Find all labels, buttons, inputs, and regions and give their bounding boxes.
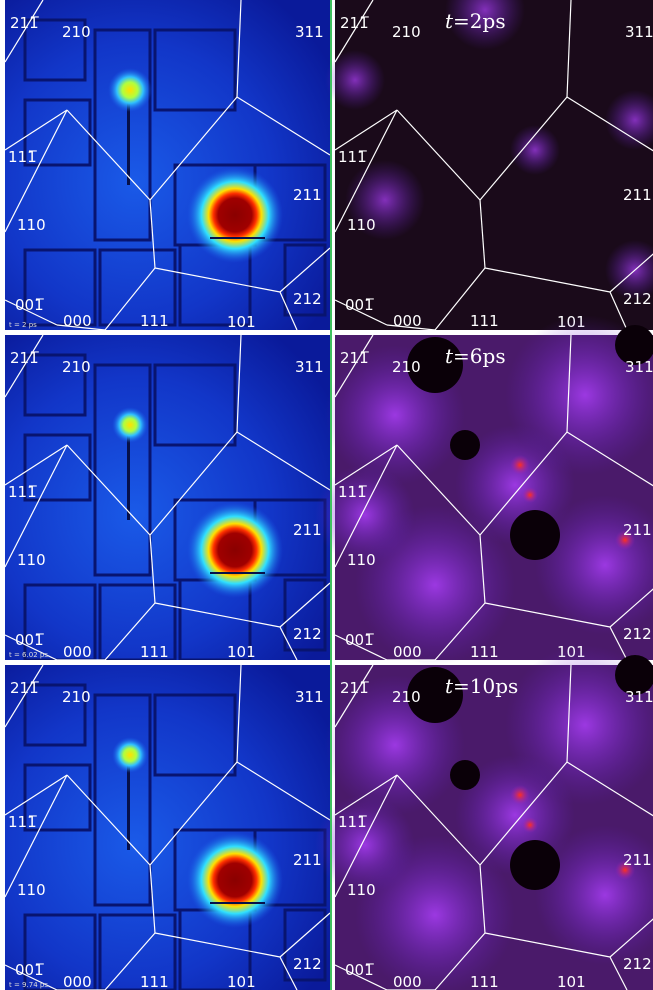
dark-region bbox=[450, 430, 480, 460]
bragg-spot bbox=[112, 407, 148, 443]
time-value: =2ps bbox=[453, 9, 506, 33]
zone-label: 212 bbox=[623, 955, 652, 973]
time-label: t=6ps bbox=[445, 344, 506, 368]
separator bbox=[330, 0, 332, 990]
zone-label: 001̅ bbox=[15, 631, 45, 649]
zone-label: 111̅ bbox=[8, 483, 38, 501]
zone-label: 110 bbox=[347, 551, 376, 569]
diffraction-panel: 211̅ 210 311 111̅ 211 110 001̅ 000 111 101 212 t = … bbox=[5, 0, 330, 331]
zone-label: 000 bbox=[393, 312, 422, 330]
dark-region bbox=[510, 510, 560, 560]
zone-label: 212 bbox=[293, 955, 322, 973]
page: {"time_symbol": "t", "zone_labels": ["21… bbox=[0, 0, 653, 990]
bragg-spot bbox=[112, 737, 148, 773]
intensity-blob bbox=[325, 50, 385, 110]
zone-label: 110 bbox=[17, 881, 46, 899]
time-value: =6ps bbox=[453, 344, 506, 368]
hot-spot bbox=[510, 455, 530, 475]
time-value: =10ps bbox=[453, 674, 518, 698]
zone-label: 210 bbox=[392, 23, 421, 41]
zone-label: 101 bbox=[227, 643, 256, 661]
zone-label: 210 bbox=[62, 23, 91, 41]
zone-label: 001̅ bbox=[345, 631, 375, 649]
bragg-spot bbox=[108, 68, 152, 112]
hot-spot bbox=[510, 785, 530, 805]
time-label: t=10ps bbox=[445, 674, 518, 698]
zone-label: 211 bbox=[293, 186, 322, 204]
zone-label: 211̅ bbox=[340, 679, 370, 697]
zone-label: 101 bbox=[227, 313, 256, 331]
zone-label: 111̅ bbox=[8, 148, 38, 166]
zone-label: 211 bbox=[623, 851, 652, 869]
time-label-small: t = 2 ps bbox=[9, 321, 37, 329]
zone-label: 111̅ bbox=[338, 813, 368, 831]
zone-label: 111 bbox=[470, 312, 499, 330]
zone-label: 211̅ bbox=[10, 349, 40, 367]
hot-spot bbox=[522, 487, 538, 503]
zone-label: 210 bbox=[62, 688, 91, 706]
zone-label: 311 bbox=[625, 688, 653, 706]
zone-label: 311 bbox=[295, 23, 324, 41]
zone-label: 111̅ bbox=[338, 148, 368, 166]
difference-panel: 211̅ 210 311 111̅ 211 110 001̅ 000 111 101 212 t=10… bbox=[315, 645, 653, 990]
hot-spot bbox=[522, 817, 538, 833]
zone-label: 111 bbox=[140, 643, 169, 661]
diffraction-panel: 211̅210311111̅211110001̅000111101212t = … bbox=[5, 335, 330, 661]
time-label: t=2ps bbox=[445, 9, 506, 33]
zone-label: 311 bbox=[295, 358, 324, 376]
zone-label: 000 bbox=[393, 643, 422, 661]
zone-label: 212 bbox=[293, 290, 322, 308]
intensity-blob bbox=[510, 125, 560, 175]
zone-label: 001̅ bbox=[15, 961, 45, 979]
zone-label: 000 bbox=[63, 973, 92, 990]
zone-label: 211̅ bbox=[340, 349, 370, 367]
bragg-spot bbox=[187, 502, 283, 598]
zone-label: 111̅ bbox=[338, 483, 368, 501]
zone-label: 211 bbox=[623, 186, 652, 204]
zone-label: 211 bbox=[623, 521, 652, 539]
zone-label: 101 bbox=[557, 973, 586, 990]
zone-label: 111 bbox=[470, 973, 499, 990]
background bbox=[5, 335, 330, 660]
zone-label: 101 bbox=[227, 973, 256, 990]
zone-label: 311 bbox=[625, 23, 653, 41]
bragg-spot bbox=[187, 832, 283, 928]
background bbox=[5, 665, 330, 990]
time-label-small: t = 6.02 ps bbox=[9, 651, 48, 659]
zone-label: 000 bbox=[393, 973, 422, 990]
time-label-small: t = 9.74 ps bbox=[9, 981, 48, 989]
zone-label: 210 bbox=[392, 358, 421, 376]
zone-label: 212 bbox=[623, 290, 652, 308]
zone-label: 111 bbox=[470, 643, 499, 661]
zone-label: 211̅ bbox=[340, 14, 370, 32]
zone-label: 110 bbox=[17, 216, 46, 234]
zone-label: 212 bbox=[623, 625, 652, 643]
zone-label: 111 bbox=[140, 973, 169, 990]
zone-label: 110 bbox=[347, 216, 376, 234]
zone-label: 110 bbox=[347, 881, 376, 899]
zone-label: 211̅ bbox=[10, 14, 40, 32]
zone-label: 000 bbox=[63, 643, 92, 661]
zone-label: 110 bbox=[17, 551, 46, 569]
zone-label: 212 bbox=[293, 625, 322, 643]
dark-region bbox=[510, 840, 560, 890]
zone-label: 210 bbox=[392, 688, 421, 706]
difference-panel: 211̅210311111̅211110001̅000111101212t=2p… bbox=[325, 0, 653, 331]
zone-label: 001̅ bbox=[345, 961, 375, 979]
difference-panel: 211̅210311111̅211110001̅000111101212t=6p… bbox=[315, 315, 653, 665]
bragg-spot bbox=[187, 167, 283, 263]
zone-label: 311 bbox=[625, 358, 653, 376]
zone-label: 000 bbox=[63, 312, 92, 330]
zone-label: 001̅ bbox=[15, 296, 45, 314]
zone-label: 211̅ bbox=[10, 679, 40, 697]
zone-label: 001̅ bbox=[345, 296, 375, 314]
zone-label: 111 bbox=[140, 312, 169, 330]
zone-label: 210 bbox=[62, 358, 91, 376]
figure: 211̅ 210 311 111̅ 211 110 001̅ 000 111 101 212 t = … bbox=[0, 0, 653, 990]
zone-label: 111̅ bbox=[8, 813, 38, 831]
dark-region bbox=[450, 760, 480, 790]
zone-label: 311 bbox=[295, 688, 324, 706]
